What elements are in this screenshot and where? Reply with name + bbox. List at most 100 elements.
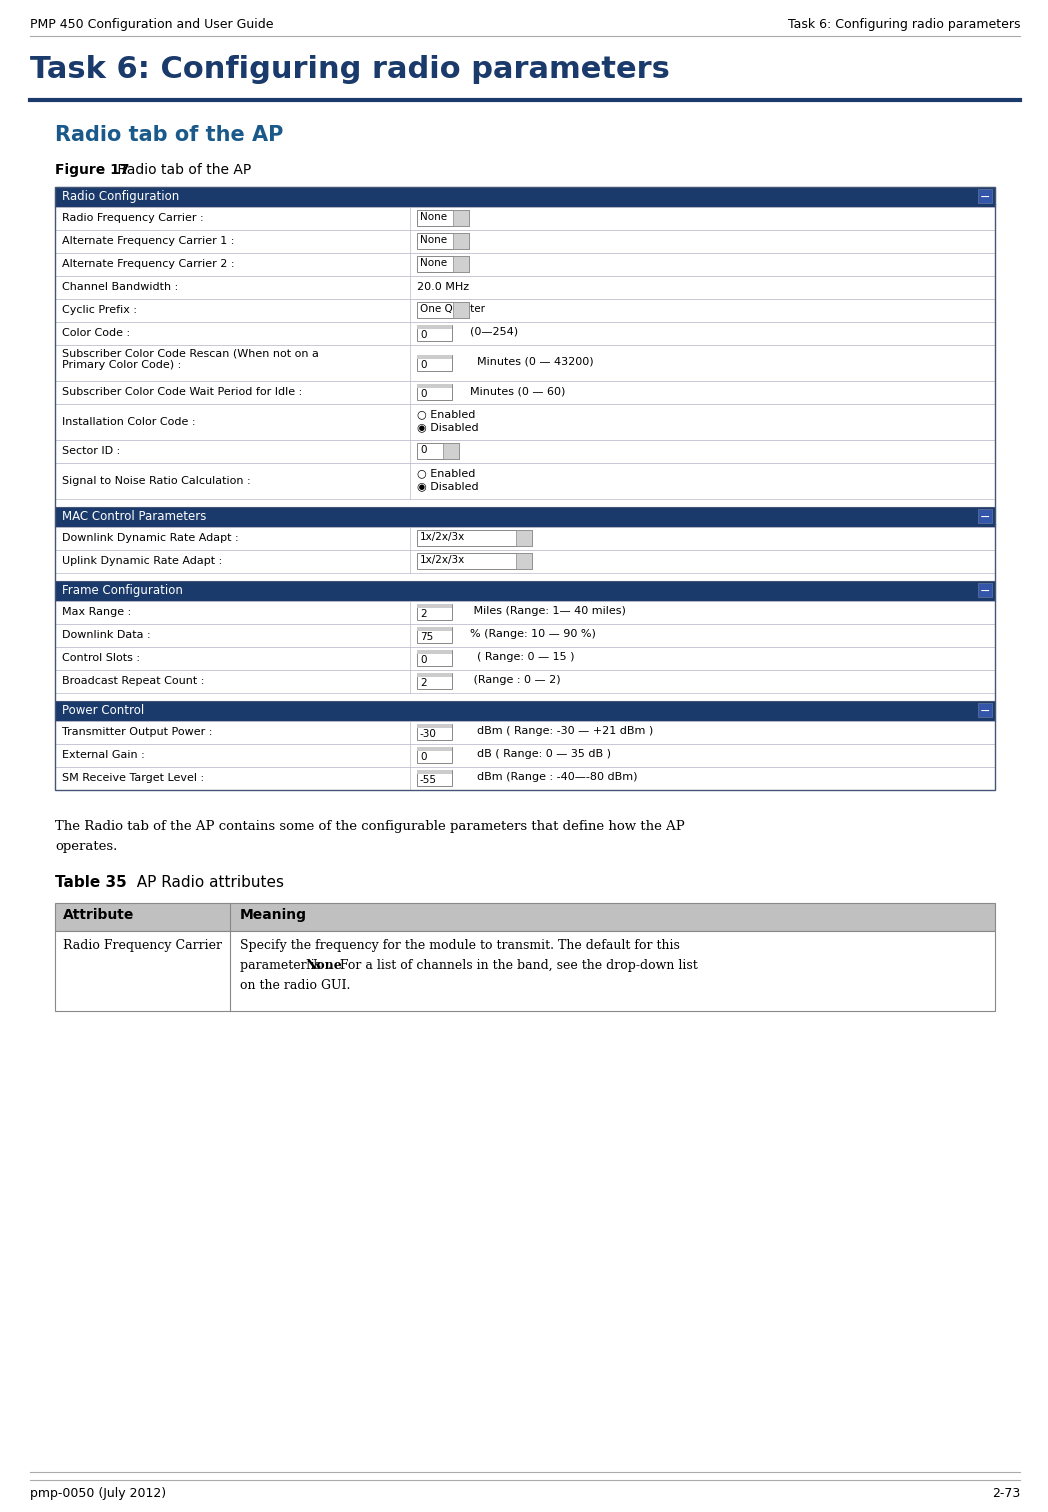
Text: Miles (Range: 1— 40 miles): Miles (Range: 1— 40 miles) [456, 606, 626, 615]
Bar [54, 767, 995, 789]
Bar [417, 325, 452, 330]
Text: The Radio tab of the AP contains some of the configurable parameters that define: The Radio tab of the AP contains some of… [54, 820, 684, 833]
Bar [417, 770, 452, 774]
Text: 1x/2x/3x: 1x/2x/3x [420, 532, 465, 541]
Text: 2-73: 2-73 [991, 1486, 1020, 1500]
Text: .  For a list of channels in the band, see the drop-down list: . For a list of channels in the band, se… [328, 959, 698, 972]
Bar [417, 603, 452, 620]
Text: 0: 0 [420, 360, 427, 370]
Text: dBm (Range : -40—-80 dBm): dBm (Range : -40—-80 dBm) [456, 773, 637, 782]
Bar [54, 702, 995, 721]
Text: -30: -30 [420, 729, 437, 739]
Text: 0: 0 [420, 445, 427, 455]
Text: (Range : 0 — 2): (Range : 0 — 2) [456, 674, 561, 685]
Text: ▼: ▼ [449, 448, 454, 457]
Text: Meaning: Meaning [240, 909, 307, 922]
Text: % (Range: 10 — 90 %): % (Range: 10 — 90 %) [456, 629, 596, 640]
Text: −: − [980, 705, 990, 718]
Text: Power Control: Power Control [62, 705, 145, 717]
Bar [54, 381, 995, 404]
Bar [54, 903, 995, 931]
Bar [417, 233, 470, 249]
Bar [54, 600, 995, 624]
Bar [443, 443, 459, 460]
Text: Control Slots :: Control Slots : [62, 653, 140, 662]
Text: 20.0 MHz: 20.0 MHz [417, 283, 470, 292]
Bar [516, 553, 532, 569]
Text: Radio Configuration: Radio Configuration [62, 191, 179, 203]
Bar [453, 210, 470, 225]
Bar [453, 302, 470, 318]
Bar [54, 253, 995, 277]
Text: dB ( Range: 0 — 35 dB ): dB ( Range: 0 — 35 dB ) [456, 748, 611, 759]
Bar [516, 531, 532, 546]
Text: 1x/2x/3x: 1x/2x/3x [420, 555, 465, 565]
Text: Specify the frequency for the module to transmit. The default for this: Specify the frequency for the module to … [240, 939, 680, 953]
Bar [54, 440, 995, 463]
Bar [417, 302, 470, 318]
Text: 0: 0 [420, 389, 427, 399]
Bar [417, 384, 452, 389]
Bar [978, 584, 992, 597]
Text: Downlink Dynamic Rate Adapt :: Downlink Dynamic Rate Adapt : [62, 534, 239, 543]
Text: Sector ID :: Sector ID : [62, 446, 121, 457]
Text: Subscriber Color Code Rescan (When not on a: Subscriber Color Code Rescan (When not o… [62, 349, 319, 358]
Bar [417, 627, 452, 643]
Text: Color Code :: Color Code : [62, 328, 130, 339]
Bar [417, 325, 452, 342]
Bar [417, 531, 532, 546]
Text: −: − [980, 511, 990, 525]
Text: ○ Enabled: ○ Enabled [417, 469, 476, 478]
Text: −: − [980, 191, 990, 204]
Bar [417, 673, 452, 689]
Text: Transmitter Output Power :: Transmitter Output Power : [62, 727, 213, 736]
Text: None: None [305, 959, 342, 972]
Bar [54, 647, 995, 670]
Bar [417, 627, 452, 631]
Text: Downlink Data :: Downlink Data : [62, 631, 151, 640]
Bar [417, 256, 470, 272]
Text: ▼: ▼ [458, 260, 464, 269]
Text: MAC Control Parameters: MAC Control Parameters [62, 510, 206, 523]
Bar [54, 345, 995, 381]
Bar [54, 299, 995, 322]
Text: SM Receive Target Level :: SM Receive Target Level : [62, 773, 204, 783]
Text: Alternate Frequency Carrier 2 :: Alternate Frequency Carrier 2 : [62, 259, 235, 269]
Text: ▼: ▼ [458, 215, 464, 224]
Bar [54, 624, 995, 647]
Text: 0: 0 [420, 751, 427, 762]
Bar [54, 463, 995, 499]
Bar [54, 528, 995, 550]
Text: ▼: ▼ [458, 237, 464, 246]
Text: Signal to Noise Ratio Calculation :: Signal to Noise Ratio Calculation : [62, 476, 250, 485]
Text: ◉ Disabled: ◉ Disabled [417, 481, 479, 491]
Text: External Gain :: External Gain : [62, 750, 145, 761]
Text: −: − [980, 705, 990, 718]
Text: Task 6: Configuring radio parameters: Task 6: Configuring radio parameters [787, 18, 1020, 32]
Bar [54, 230, 995, 253]
Text: 0: 0 [420, 655, 427, 665]
Text: −: − [980, 585, 990, 599]
Text: ○ Enabled: ○ Enabled [417, 410, 476, 419]
Text: Channel Bandwidth :: Channel Bandwidth : [62, 283, 178, 292]
Text: AP Radio attributes: AP Radio attributes [127, 875, 284, 891]
Bar [417, 673, 452, 677]
Text: ( Range: 0 — 15 ): ( Range: 0 — 15 ) [456, 652, 574, 662]
Bar [417, 770, 452, 786]
Text: 2: 2 [420, 609, 427, 618]
Text: Minutes (0 — 60): Minutes (0 — 60) [456, 386, 565, 396]
Bar [978, 189, 992, 203]
Bar [417, 210, 470, 225]
Bar [54, 670, 995, 692]
Bar [54, 322, 995, 345]
Bar [54, 721, 995, 744]
Bar [978, 703, 992, 717]
Bar [978, 510, 992, 523]
Text: None: None [420, 259, 447, 268]
Text: Cyclic Prefix :: Cyclic Prefix : [62, 305, 137, 314]
Text: ◉ Disabled: ◉ Disabled [417, 422, 479, 432]
Text: Table 35: Table 35 [54, 875, 127, 891]
Text: -55: -55 [420, 776, 437, 785]
Text: 2: 2 [420, 677, 427, 688]
Bar [54, 550, 995, 573]
